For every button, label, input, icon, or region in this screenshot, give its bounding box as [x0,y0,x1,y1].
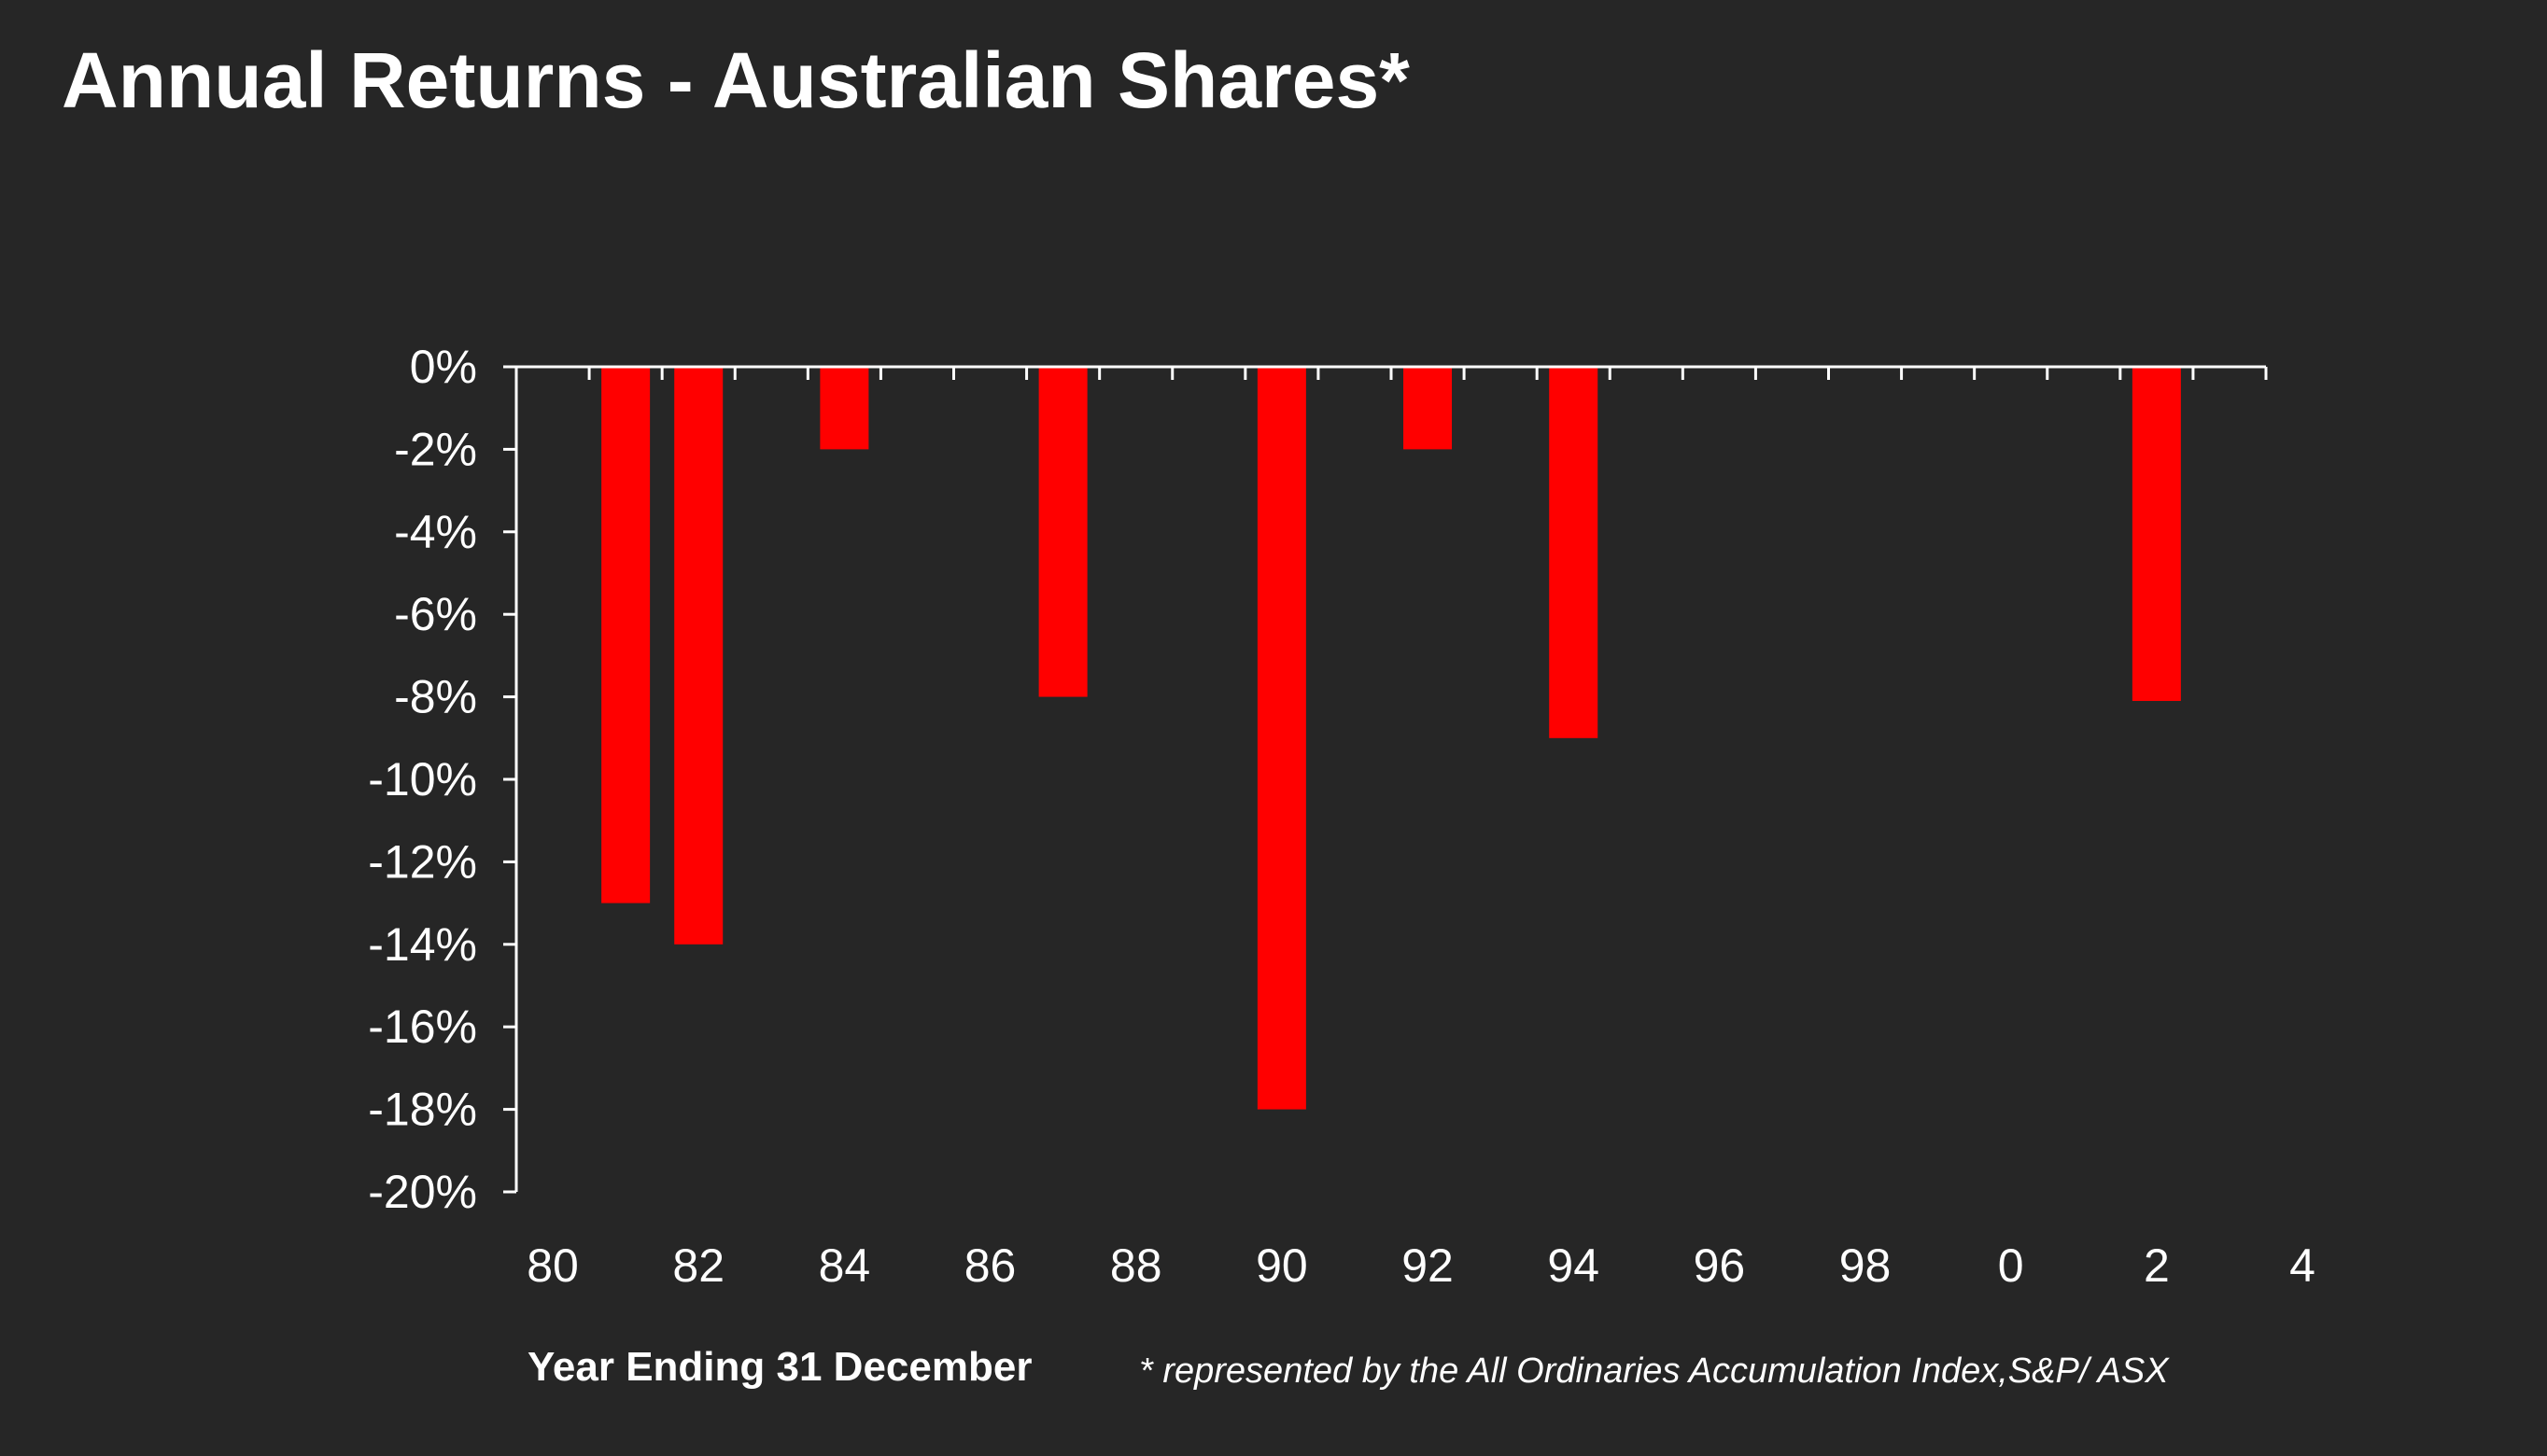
x-tick-label: 94 [1547,1239,1599,1292]
y-tick-label: -8% [394,671,477,723]
bar-1992 [1403,367,1453,450]
y-tick-label: -14% [368,918,477,971]
y-tick-label: -2% [394,423,477,475]
bar-1994 [1549,367,1598,738]
x-tick-label: 84 [819,1239,871,1292]
bar-2002 [2132,367,2181,702]
x-tick-label: 92 [1401,1239,1454,1292]
chart-title: Annual Returns - Australian Shares* [62,36,1410,124]
x-tick-label: 86 [964,1239,1017,1292]
x-tick-label: 82 [672,1239,725,1292]
bar-1982 [674,367,724,945]
x-axis-label: Year Ending 31 December [528,1344,1033,1390]
x-tick-label: 2 [2144,1239,2170,1292]
x-tick-label: 4 [2289,1239,2315,1292]
bar-1981 [601,367,651,903]
x-tick-label: 80 [527,1239,579,1292]
bar-1987 [1038,367,1088,697]
bars-layer [601,367,2181,1110]
x-tick-label: 0 [1998,1239,2024,1292]
footnote: * represented by the All Ordinaries Accu… [1139,1351,2169,1391]
y-tick-label: -10% [368,753,477,805]
y-tick-label: -20% [368,1166,477,1218]
x-tick-label: 98 [1839,1239,1892,1292]
x-tick-label: 90 [1256,1239,1308,1292]
y-tick-label: -16% [368,1001,477,1053]
axes-layer [503,365,2268,1194]
y-tick-label: -6% [394,588,477,640]
bar-1990 [1257,367,1306,1110]
bar-1984 [820,367,869,450]
y-tick-label: -4% [394,506,477,558]
y-tick-label: -12% [368,835,477,888]
y-tick-label: 0% [410,341,477,393]
x-tick-label: 96 [1694,1239,1746,1292]
x-tick-label: 88 [1110,1239,1162,1292]
y-tick-label: -18% [368,1084,477,1136]
labels-layer: 0% -2% -4% -6% -8% -10% -12% -14% -16% -18% -20% 80… [368,341,2315,1292]
